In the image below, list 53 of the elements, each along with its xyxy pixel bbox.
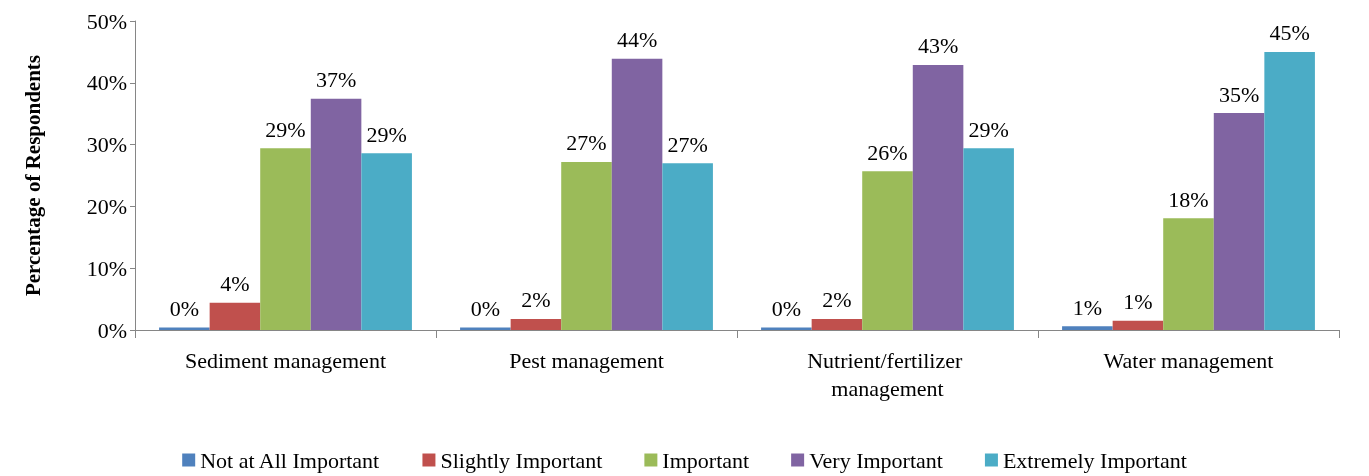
data-label: 0% [771, 296, 802, 322]
x-tick-label: Water management [1103, 347, 1274, 373]
legend-label: Extremely Important [1002, 447, 1187, 473]
bar [611, 58, 663, 330]
y-tick-label: 20% [86, 193, 127, 219]
data-label: 18% [1168, 186, 1209, 212]
data-label: 45% [1269, 20, 1310, 46]
bar [1264, 51, 1315, 330]
y-tick-label: 0% [97, 317, 127, 343]
bar [209, 302, 261, 330]
bar [662, 163, 713, 330]
data-label: 37% [315, 67, 357, 93]
bar [1163, 218, 1214, 330]
legend-label: Slightly Important [440, 447, 603, 473]
data-label: 0% [470, 296, 501, 322]
y-axis-title: Percentage of Respondents [20, 54, 45, 297]
data-label: 26% [867, 139, 908, 165]
bar [912, 64, 964, 330]
data-label: 35% [1218, 81, 1260, 107]
data-label: 2% [822, 287, 852, 313]
data-label: 1% [1123, 289, 1153, 315]
data-label: 43% [917, 33, 959, 59]
bar [862, 171, 913, 330]
x-tick-label: Sediment management [185, 347, 386, 373]
bar [260, 148, 311, 330]
legend-label: Important [662, 447, 750, 473]
y-tick-label: 40% [86, 70, 127, 96]
data-label: 0% [169, 296, 200, 322]
bar [1112, 320, 1164, 330]
x-tick-label: Pest management [509, 347, 664, 373]
bar [510, 318, 562, 330]
y-tick-label: 30% [86, 132, 127, 158]
legend-label: Very Important [809, 447, 943, 473]
bar [811, 318, 863, 330]
data-label: 27% [667, 131, 708, 157]
data-label: 29% [265, 116, 306, 142]
data-label: 2% [521, 287, 551, 313]
bar [361, 153, 412, 330]
data-label: 27% [566, 130, 607, 156]
data-label: 29% [366, 121, 407, 147]
data-label: 44% [616, 27, 658, 53]
data-label: 29% [968, 116, 1009, 142]
bar [963, 148, 1014, 330]
bar [1062, 326, 1113, 330]
bar [310, 98, 362, 330]
legend-label: Not at All Important [200, 447, 380, 473]
bar [1213, 113, 1265, 330]
data-label: 1% [1072, 294, 1103, 320]
y-tick-label: 10% [86, 255, 127, 281]
bar [561, 161, 612, 330]
data-label: 4% [220, 271, 250, 297]
x-tick-label: Nutrient/fertilizer management [807, 347, 968, 401]
y-tick-label: 50% [86, 8, 127, 34]
